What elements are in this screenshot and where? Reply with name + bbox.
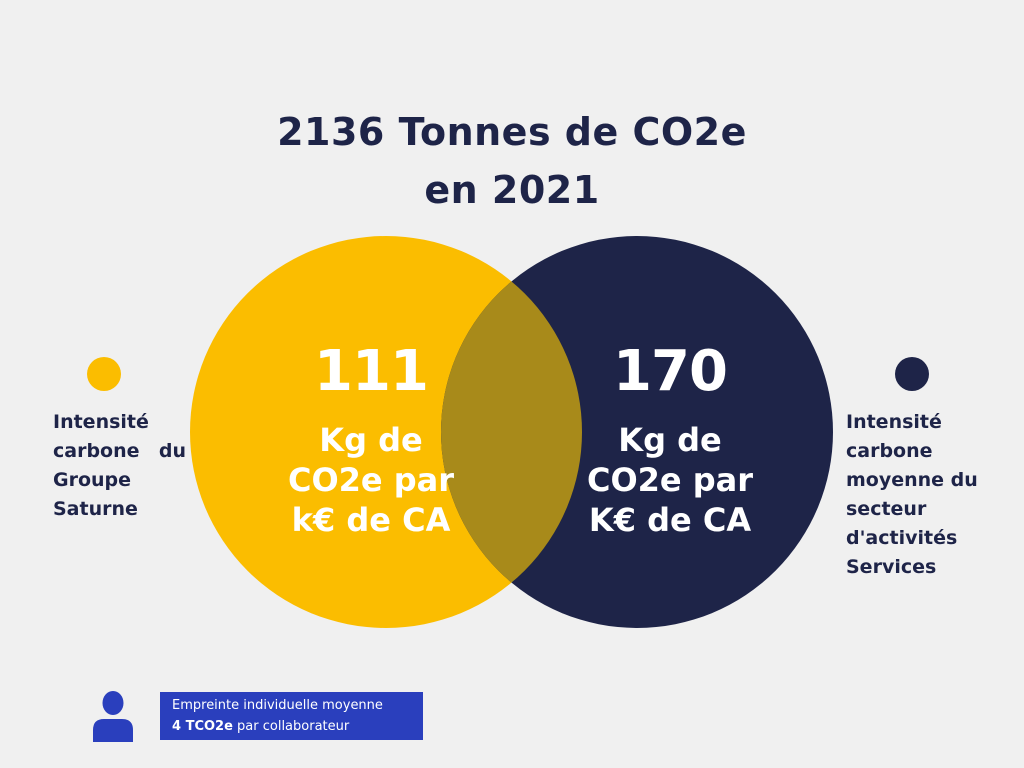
label-line: Saturne — [53, 498, 138, 520]
secteur-services-label: Intensité carbone moyenne du secteur d'a… — [846, 408, 1016, 582]
label-word: du — [158, 440, 186, 462]
groupe-saturne-label: Intensité carbone du Groupe Saturne — [53, 408, 193, 524]
groupe-saturne-stat: 111 Kg de CO2e par k€ de CA — [271, 340, 471, 540]
yellow-legend-dot — [87, 357, 121, 391]
secteur-services-value: 170 — [613, 339, 728, 404]
label-line: Intensité — [53, 411, 149, 433]
page-title: 2136 Tonnes de CO2e en 2021 — [0, 103, 1024, 219]
label-line: carbone du — [53, 437, 186, 466]
label-line: carbone — [846, 440, 933, 462]
footprint-value: 4 TCO2e — [172, 719, 233, 734]
footprint-line-2: 4 TCO2e par collaborateur — [172, 716, 423, 737]
secteur-services-stat: 170 Kg de CO2e par K€ de CA — [570, 340, 770, 540]
label-line: Groupe — [53, 469, 132, 491]
individual-footprint-box: Empreinte individuelle moyenne 4 TCO2e p… — [160, 692, 423, 740]
unit-line-3: k€ de CA — [291, 501, 451, 539]
footprint-line-1: Empreinte individuelle moyenne — [172, 698, 383, 713]
footprint-suffix: par collaborateur — [232, 719, 350, 734]
unit-line-1: Kg de — [618, 421, 722, 459]
label-line: Intensité — [846, 411, 942, 433]
label-line: moyenne du — [846, 469, 978, 491]
person-icon — [93, 691, 133, 742]
navy-legend-dot — [895, 357, 929, 391]
groupe-saturne-unit: Kg de CO2e par k€ de CA — [271, 420, 471, 540]
label-word: carbone — [53, 440, 140, 462]
unit-line-2: CO2e par — [586, 461, 754, 499]
title-line-1: 2136 Tonnes de CO2e — [277, 110, 747, 154]
unit-line-1: Kg de — [319, 421, 423, 459]
groupe-saturne-value: 111 — [314, 339, 429, 404]
secteur-services-unit: Kg de CO2e par K€ de CA — [570, 420, 770, 540]
circle-overlap — [190, 236, 582, 628]
title-line-2: en 2021 — [424, 168, 600, 212]
unit-line-3: K€ de CA — [588, 501, 752, 539]
label-line: secteur — [846, 498, 927, 520]
label-line: d'activités — [846, 527, 958, 549]
label-line: Services — [846, 556, 937, 578]
unit-line-2: CO2e par — [287, 461, 455, 499]
